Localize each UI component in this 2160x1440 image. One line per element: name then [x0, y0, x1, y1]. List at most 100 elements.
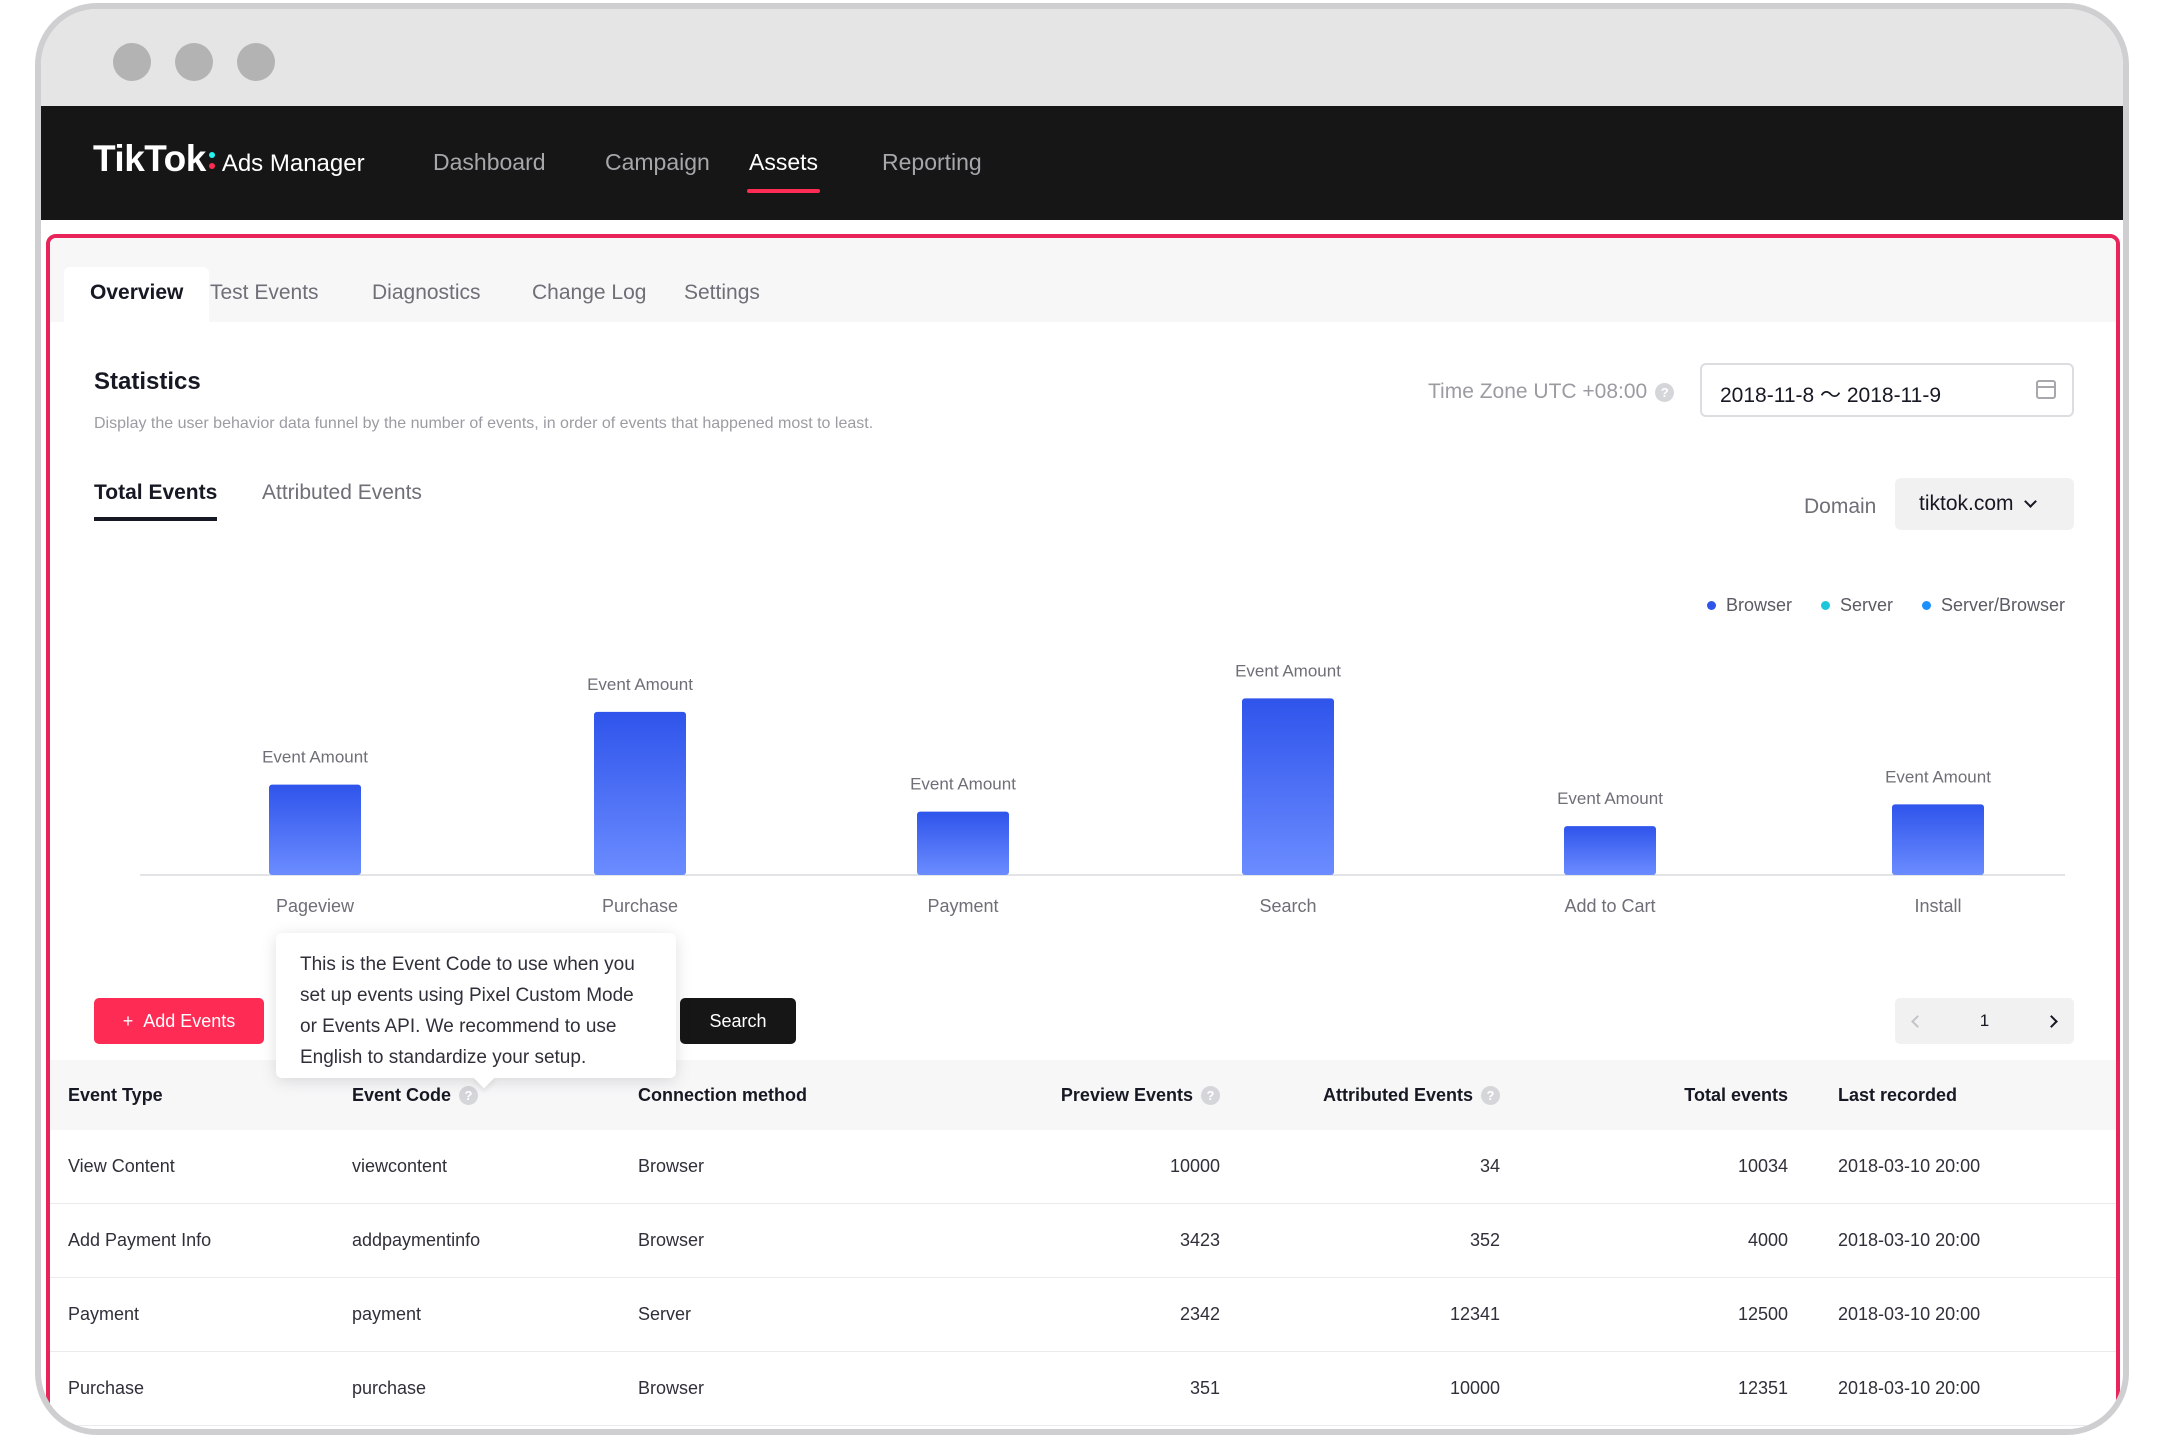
bar-value-label: Event Amount: [910, 775, 1016, 794]
chart-bar-pageview[interactable]: [269, 784, 361, 875]
col-preview-events: Preview Events?: [1000, 1060, 1220, 1130]
logo-wordmark: TikTok: [93, 138, 206, 179]
cell-event-code: purchase: [352, 1378, 427, 1398]
tab-overview[interactable]: Overview: [64, 267, 210, 322]
table-row[interactable]: Add Payment Info addpaymentinfo Browser 342…: [50, 1204, 2116, 1278]
cell-total-events: 10034: [1737, 1156, 1788, 1176]
help-icon[interactable]: ?: [1481, 1085, 1500, 1105]
cell-connection-method: Browser: [638, 1378, 705, 1398]
x-tick-label: Search: [1259, 896, 1316, 916]
statistics-description: Display the user behavior data funnel by…: [94, 415, 874, 432]
nav-active-indicator: [747, 189, 821, 193]
pagination: 1: [1895, 998, 2074, 1044]
event-funnel-chart: Event Amount Pageview Event Amount Purchase…: [140, 661, 2065, 916]
table-row[interactable]: Payment payment Server 2342 12341 12500 2018-0…: [50, 1278, 2116, 1352]
legend-label: Browser: [1726, 595, 1793, 615]
cell-event-code: payment: [352, 1304, 422, 1324]
tab-change-log[interactable]: Change Log: [532, 281, 647, 304]
top-navigation: TikTok Ads Manager Dashboard Campaign As…: [41, 106, 2123, 220]
cell-attributed-events: 12341: [1449, 1304, 1500, 1324]
help-icon[interactable]: ?: [459, 1085, 479, 1105]
add-events-label: Add Events: [143, 1010, 236, 1031]
legend-label: Server/Browser: [1941, 595, 2066, 615]
x-tick-label: Payment: [927, 896, 998, 916]
date-range-picker[interactable]: 2018-11-8 ～ 2018-11-9: [1700, 363, 2074, 417]
chevron-right-icon[interactable]: [2045, 1014, 2058, 1028]
bar-value-label: Event Amount: [262, 748, 368, 767]
timezone-info: Time Zone UTC +08:00 ?: [1428, 380, 1675, 404]
legend-item-server-browser[interactable]: Server/Browser: [1922, 595, 2065, 616]
cell-event-type: Add Payment Info: [68, 1230, 212, 1250]
nav-dashboard[interactable]: Dashboard: [433, 149, 546, 175]
cell-last-recorded: 2018-03-10 20:00: [1838, 1230, 1981, 1250]
date-range-value: 2018-11-8 ～ 2018-11-9: [1720, 384, 1942, 407]
domain-label: Domain: [1804, 495, 1877, 518]
table-row[interactable]: View Content viewcontent Browser 10000 34 100…: [50, 1130, 2116, 1204]
cell-attributed-events: 34: [1479, 1156, 1500, 1176]
brand-logo[interactable]: TikTok Ads Manager: [93, 138, 365, 180]
nav-assets-label: Assets: [749, 149, 819, 175]
legend-dot-icon: [1707, 601, 1716, 610]
subtab-attributed-events[interactable]: Attributed Events: [262, 481, 422, 504]
col-connection-method: Connection method: [638, 1084, 807, 1105]
legend-item-server[interactable]: Server: [1821, 595, 1893, 616]
page-tabs: Overview Test Events Diagnostics Change …: [50, 238, 2116, 322]
domain-value: tiktok.com: [1919, 492, 2014, 515]
x-tick-label: Pageview: [276, 896, 355, 916]
chevron-left-icon[interactable]: [1911, 1014, 1924, 1028]
col-total-events: Total events: [1684, 1084, 1788, 1105]
cell-preview-events: 351: [1189, 1378, 1220, 1398]
window-titlebar: [41, 9, 2123, 106]
cell-event-type: Purchase: [68, 1378, 145, 1398]
plus-icon: +: [122, 1010, 134, 1031]
add-events-button[interactable]: + Add Events: [94, 998, 264, 1044]
timezone-label: Time Zone UTC +08:00: [1428, 380, 1648, 403]
chart-bar-payment[interactable]: [917, 811, 1009, 875]
legend-item-browser[interactable]: Browser: [1707, 595, 1792, 616]
help-icon[interactable]: ?: [1201, 1085, 1220, 1105]
col-event-type: Event Type: [68, 1084, 163, 1105]
tab-settings[interactable]: Settings: [684, 281, 760, 304]
subtab-total-events[interactable]: Total Events: [94, 481, 218, 521]
cell-preview-events: 3423: [1179, 1230, 1220, 1250]
chart-bar-add-to-cart[interactable]: [1564, 826, 1656, 875]
cell-event-code: viewcontent: [352, 1156, 448, 1176]
bar-value-label: Event Amount: [1885, 767, 1991, 786]
nav-campaign[interactable]: Campaign: [605, 149, 710, 175]
table-row[interactable]: Purchase purchase Browser 351 10000 12351 2018…: [50, 1352, 2116, 1426]
chart-bar-purchase[interactable]: [594, 711, 686, 875]
tab-test-events[interactable]: Test Events: [210, 281, 319, 304]
nav-reporting[interactable]: Reporting: [882, 149, 982, 175]
bar-value-label: Event Amount: [1557, 789, 1663, 808]
cell-preview-events: 2342: [1179, 1304, 1220, 1324]
chart-bar-install[interactable]: [1892, 804, 1984, 875]
cell-connection-method: Browser: [638, 1230, 705, 1250]
product-name: Ads Manager: [221, 150, 365, 177]
calendar-icon: [2036, 380, 2056, 399]
window-close-dot[interactable]: [113, 43, 151, 81]
domain-select[interactable]: tiktok.com: [1895, 478, 2074, 530]
cell-attributed-events: 10000: [1449, 1378, 1500, 1398]
bar-value-label: Event Amount: [587, 675, 693, 694]
col-last-recorded: Last recorded: [1838, 1084, 1958, 1105]
x-tick-label: Install: [1914, 896, 1961, 916]
events-table: Event Type Event Code? Connection method…: [50, 1060, 2116, 1426]
cell-total-events: 12500: [1737, 1304, 1788, 1324]
window-minimize-dot[interactable]: [175, 43, 213, 81]
search-button[interactable]: Search: [680, 998, 796, 1044]
cell-last-recorded: 2018-03-10 20:00: [1838, 1156, 1981, 1176]
page-number[interactable]: 1: [1979, 1011, 1990, 1030]
nav-assets[interactable]: Assets: [747, 149, 821, 193]
legend-dot-icon: [1922, 601, 1931, 610]
x-tick-label: Purchase: [602, 896, 678, 916]
help-icon[interactable]: ?: [1655, 382, 1675, 402]
cell-last-recorded: 2018-03-10 20:00: [1838, 1378, 1981, 1398]
chart-bar-search[interactable]: [1242, 698, 1334, 875]
tab-diagnostics[interactable]: Diagnostics: [372, 281, 481, 304]
bar-value-label: Event Amount: [1235, 661, 1341, 680]
cell-connection-method: Browser: [638, 1156, 705, 1176]
assets-panel: Overview Test Events Diagnostics Change …: [46, 234, 2120, 1429]
col-event-code: Event Code?: [352, 1060, 479, 1130]
statistics-title: Statistics: [94, 368, 201, 395]
window-maximize-dot[interactable]: [237, 43, 275, 81]
